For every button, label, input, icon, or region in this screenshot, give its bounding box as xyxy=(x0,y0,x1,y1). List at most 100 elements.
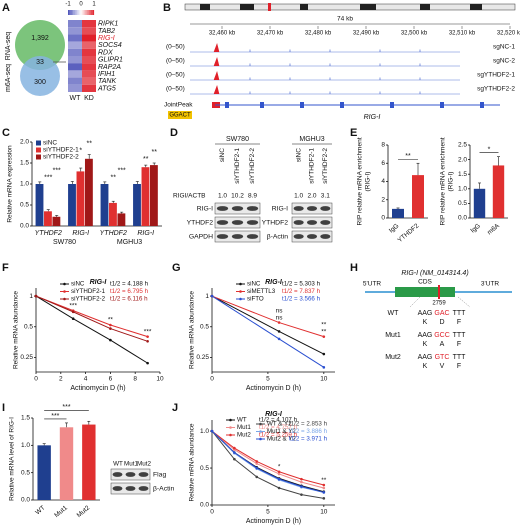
legend-label: siNC xyxy=(43,140,57,147)
half-life-label: t1/2 = 4.107 h xyxy=(259,417,298,424)
y-tick-label: 4 xyxy=(381,178,385,185)
y-tick-label: 1.0 xyxy=(458,186,467,193)
bar xyxy=(35,184,44,226)
bar xyxy=(109,202,117,226)
half-life-label: t1/2 = 6.116 h xyxy=(110,296,148,303)
significance: ** xyxy=(86,140,92,147)
codon: GCC xyxy=(434,332,450,339)
x-tick-label: 5 xyxy=(266,509,270,516)
blot-band xyxy=(320,220,331,225)
heatmap-cell xyxy=(82,41,96,49)
color-scale xyxy=(75,10,78,15)
position-label: 32,490 kb xyxy=(353,31,380,37)
position-label: 32,520 kb xyxy=(497,31,520,37)
y-tick-label: 0.25 xyxy=(20,354,33,361)
legend-label: siMETTL3 xyxy=(247,288,276,295)
y-tick-label: 2.5 xyxy=(458,142,467,149)
chart-title: RIG-I xyxy=(90,279,108,286)
legend-label: Mut2 & Y2 xyxy=(267,436,296,443)
data-point xyxy=(300,477,303,481)
band-label: β-Actin xyxy=(153,485,175,492)
bar xyxy=(473,188,486,218)
blot-band xyxy=(125,472,136,477)
exon xyxy=(300,102,304,108)
data-point xyxy=(233,457,236,461)
y-axis-label: Relative mRNA expression xyxy=(7,145,14,223)
y-axis-label: Relative mRNA abundance xyxy=(189,291,196,369)
band-label: GAPDH xyxy=(189,233,213,240)
half-life-label: t1/2 = 7.837 h xyxy=(282,288,321,295)
x-tick-label: 0 xyxy=(34,376,38,383)
motif-box xyxy=(168,111,192,119)
venn-count: 300 xyxy=(34,79,46,86)
blot-band xyxy=(246,206,259,211)
data-point xyxy=(255,466,259,470)
half-life-label: t1/2 = 3.886 h xyxy=(289,428,328,435)
site-marker xyxy=(438,285,440,299)
significance: *** xyxy=(62,404,70,411)
band-label: RIG-I xyxy=(197,205,213,212)
variant-label: Mut2 xyxy=(385,354,401,361)
gene-label: RIG-I xyxy=(364,114,381,121)
heatmap-cell xyxy=(68,63,82,71)
x-tick-label: 2 xyxy=(59,376,63,383)
color-scale xyxy=(71,10,74,15)
venn-count: 1,392 xyxy=(31,35,49,42)
significance: ** xyxy=(111,175,117,182)
panel-letter: C xyxy=(2,127,10,139)
blot-band xyxy=(138,486,149,491)
y-tick-label: 0.0 xyxy=(200,502,209,509)
track-name: sgNC-2 xyxy=(493,58,515,65)
residue: F xyxy=(457,319,461,326)
color-scale xyxy=(70,10,72,15)
blot-band xyxy=(112,486,123,491)
y-tick-label: 2 xyxy=(381,196,385,203)
residue: D xyxy=(439,319,444,326)
bar xyxy=(133,184,141,226)
heatmap-cell xyxy=(68,48,82,56)
x-tick-label: WT xyxy=(34,504,46,516)
blot-band xyxy=(216,220,229,225)
group-label: MGHU3 xyxy=(117,239,142,246)
panel-letter: J xyxy=(172,402,178,414)
y-tick-label: 0.5 xyxy=(24,323,33,330)
band-label: RIG-I xyxy=(272,205,288,212)
data-point xyxy=(255,475,259,479)
blot-band xyxy=(138,472,149,477)
motif-label: GGACT xyxy=(169,113,191,119)
bar xyxy=(100,184,109,226)
gene-name: RIPK1 xyxy=(98,21,118,28)
blot-band xyxy=(306,234,318,239)
blot-band xyxy=(231,220,244,225)
half-life-label: t1/2 = 3.566 h xyxy=(282,296,321,303)
blot-band xyxy=(320,234,331,239)
track-range: (0–50) xyxy=(166,44,185,51)
exon xyxy=(260,102,264,108)
significance: *** xyxy=(69,302,77,309)
color-scale xyxy=(92,10,95,15)
half-life-label: t1/2 = 2.853 h xyxy=(289,421,328,428)
legend-marker xyxy=(63,290,66,293)
x-tick-label: YTHDF2 xyxy=(35,230,62,237)
color-scale xyxy=(69,10,71,15)
series-line xyxy=(211,430,324,486)
data-point xyxy=(277,472,281,476)
legend-label: Mut1 & Y2 xyxy=(267,428,296,435)
exon xyxy=(480,102,484,108)
codon: GTC xyxy=(435,354,450,361)
residue: F xyxy=(457,341,461,348)
lane-label: siYTHDF2-1 xyxy=(234,148,241,184)
lane-label: siNC xyxy=(295,148,302,162)
y-tick-label: 1.0 xyxy=(20,181,29,188)
heatmap-cell xyxy=(68,70,82,78)
data-point xyxy=(146,340,149,343)
bar xyxy=(37,445,51,500)
half-life-label: t1/2 = 4.188 h xyxy=(110,281,149,288)
bar xyxy=(82,424,96,500)
significance: ns xyxy=(276,307,284,314)
track-range: (0–50) xyxy=(166,72,185,79)
y-tick-label: 0.0 xyxy=(21,497,30,504)
ratio-value: 2.0 xyxy=(307,193,316,200)
data-point xyxy=(34,294,38,298)
